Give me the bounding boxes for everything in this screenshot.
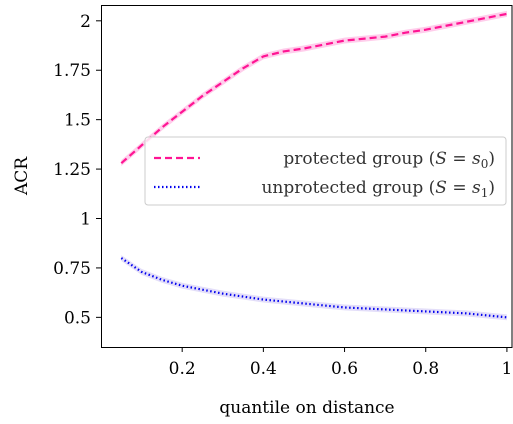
x-axis-label: quantile on distance (219, 398, 394, 418)
y-tick-label: 1.75 (53, 61, 91, 81)
series-lines (120, 12, 508, 319)
y-tick-label: 1.25 (53, 160, 91, 180)
y-tick-label: 0.75 (53, 259, 91, 279)
y-tick-label: 1 (80, 210, 91, 230)
x-tick-label: 1 (501, 359, 512, 379)
legend-math: S = s (435, 178, 481, 198)
legend-subscript: 1 (481, 186, 489, 200)
x-tick-label: 0.2 (169, 359, 196, 379)
y-axis-label: ACR (12, 156, 32, 196)
legend-close-paren: ) (488, 178, 495, 198)
y-axis-ticks: 0.5 0.75 1 1.25 1.5 1.75 2 (53, 12, 101, 328)
confidence-band (121, 255, 507, 321)
legend-entry: unprotected group (S = s1) (261, 178, 495, 200)
x-axis-ticks: 0.2 0.4 0.6 0.8 1 (169, 347, 512, 379)
confidence-bands (121, 10, 507, 321)
legend-label-text: unprotected group ( (261, 178, 435, 198)
x-tick-label: 0.6 (331, 359, 358, 379)
series-line (120, 257, 508, 319)
y-tick-label: 2 (80, 12, 91, 32)
legend-entry: protected group (S = s0) (283, 149, 495, 171)
plot-frame (101, 5, 513, 348)
legend-box (144, 136, 507, 206)
x-tick-label: 0.8 (412, 359, 439, 379)
legend-label-text: protected group ( (283, 149, 435, 169)
legend-math: S = s (435, 149, 481, 169)
legend-close-paren: ) (488, 149, 495, 169)
y-tick-label: 1.5 (64, 111, 91, 131)
legend-subscript: 0 (481, 157, 489, 171)
y-tick-label: 0.5 (64, 308, 91, 328)
x-tick-label: 0.4 (250, 359, 277, 379)
legend: protected group (S = s0)unprotected grou… (144, 136, 507, 206)
series-line (120, 12, 508, 164)
